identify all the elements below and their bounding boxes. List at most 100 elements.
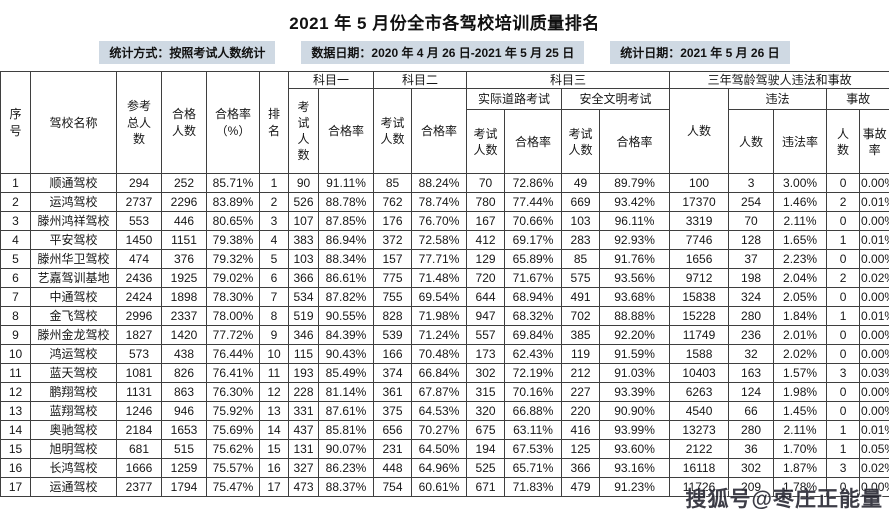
data-date-label: 数据日期：2020 年 4 月 26 日-2021 年 5 月 25 日 <box>301 41 584 64</box>
s3-road-exam-count-cell: 412 <box>467 231 505 250</box>
s3-civil-pass-rate-cell: 96.11% <box>600 212 670 231</box>
total-examinees-cell: 1827 <box>117 326 162 345</box>
rank-cell: 6 <box>260 269 289 288</box>
s1-exam-count-cell: 131 <box>289 440 319 459</box>
s1-exam-count-cell: 346 <box>289 326 319 345</box>
s2-pass-rate-cell: 72.58% <box>412 231 467 250</box>
s1-exam-count-cell: 473 <box>289 478 319 497</box>
total-examinees-cell: 2996 <box>117 307 162 326</box>
s3-road-pass-rate-cell: 68.94% <box>505 288 562 307</box>
violation-count-cell: 254 <box>729 193 774 212</box>
rank-cell: 11 <box>260 364 289 383</box>
school-name-cell: 旭明驾校 <box>31 440 117 459</box>
col-header-s3-road-exam-count: 考试 人数 <box>467 110 505 174</box>
s1-exam-count-cell: 228 <box>289 383 319 402</box>
three-year-driver-count-cell: 13273 <box>670 421 729 440</box>
s1-pass-rate-cell: 88.34% <box>319 250 374 269</box>
s3-civil-pass-rate-cell: 91.03% <box>600 364 670 383</box>
school-name-cell: 鹏翔驾校 <box>31 383 117 402</box>
s1-exam-count-cell: 115 <box>289 345 319 364</box>
s2-pass-rate-cell: 78.74% <box>412 193 467 212</box>
total-examinees-cell: 2436 <box>117 269 162 288</box>
school-name-cell: 顺通驾校 <box>31 174 117 193</box>
s3-road-pass-rate-cell: 77.44% <box>505 193 562 212</box>
three-year-driver-count-cell: 10403 <box>670 364 729 383</box>
violation-rate-cell: 3.00% <box>774 174 827 193</box>
s3-road-pass-rate-cell: 66.88% <box>505 402 562 421</box>
s3-road-pass-rate-cell: 68.32% <box>505 307 562 326</box>
serial-cell: 15 <box>1 440 31 459</box>
accident-rate-cell: 0.05% <box>860 440 889 459</box>
violation-count-cell: 37 <box>729 250 774 269</box>
accident-count-cell: 0 <box>827 383 860 402</box>
s2-pass-rate-cell: 70.27% <box>412 421 467 440</box>
s1-exam-count-cell: 327 <box>289 459 319 478</box>
accident-rate-cell: 0.00% <box>860 478 889 497</box>
accident-rate-cell: 0.00% <box>860 383 889 402</box>
s2-pass-rate-cell: 76.70% <box>412 212 467 231</box>
s1-exam-count-cell: 437 <box>289 421 319 440</box>
s1-pass-rate-cell: 90.55% <box>319 307 374 326</box>
accident-rate-cell: 0.00% <box>860 174 889 193</box>
pass-rate-cell: 79.38% <box>207 231 260 250</box>
violation-rate-cell: 1.84% <box>774 307 827 326</box>
s3-civil-exam-count-cell: 220 <box>562 402 600 421</box>
school-name-cell: 奥驰驾校 <box>31 421 117 440</box>
rank-cell: 1 <box>260 174 289 193</box>
col-header-s3-civil-exam-count: 考试 人数 <box>562 110 600 174</box>
rank-cell: 10 <box>260 345 289 364</box>
accident-rate-cell: 0.00% <box>860 212 889 231</box>
s3-civil-pass-rate-cell: 92.20% <box>600 326 670 345</box>
s3-road-pass-rate-cell: 72.86% <box>505 174 562 193</box>
s1-pass-rate-cell: 90.43% <box>319 345 374 364</box>
violation-rate-cell: 2.04% <box>774 269 827 288</box>
s2-exam-count-cell: 176 <box>374 212 412 231</box>
s3-road-pass-rate-cell: 62.43% <box>505 345 562 364</box>
pass-rate-cell: 76.44% <box>207 345 260 364</box>
total-examinees-cell: 294 <box>117 174 162 193</box>
violation-count-cell: 66 <box>729 402 774 421</box>
violation-rate-cell: 1.70% <box>774 440 827 459</box>
total-examinees-cell: 681 <box>117 440 162 459</box>
s2-exam-count-cell: 231 <box>374 440 412 459</box>
three-year-driver-count-cell: 15838 <box>670 288 729 307</box>
s3-civil-exam-count-cell: 103 <box>562 212 600 231</box>
total-examinees-cell: 2737 <box>117 193 162 212</box>
col-header-passed-count: 合格 人数 <box>162 72 207 174</box>
s1-pass-rate-cell: 86.61% <box>319 269 374 288</box>
s2-exam-count-cell: 375 <box>374 402 412 421</box>
passed-count-cell: 438 <box>162 345 207 364</box>
violation-rate-cell: 2.05% <box>774 288 827 307</box>
violation-count-cell: 3 <box>729 174 774 193</box>
s1-exam-count-cell: 103 <box>289 250 319 269</box>
serial-cell: 5 <box>1 250 31 269</box>
s3-road-exam-count-cell: 525 <box>467 459 505 478</box>
s1-exam-count-cell: 383 <box>289 231 319 250</box>
serial-cell: 1 <box>1 174 31 193</box>
accident-rate-cell: 0.00% <box>860 402 889 421</box>
violation-count-cell: 70 <box>729 212 774 231</box>
s1-exam-count-cell: 366 <box>289 269 319 288</box>
s3-civil-exam-count-cell: 227 <box>562 383 600 402</box>
pass-rate-cell: 78.00% <box>207 307 260 326</box>
s3-civil-exam-count-cell: 85 <box>562 250 600 269</box>
s2-pass-rate-cell: 77.71% <box>412 250 467 269</box>
s2-pass-rate-cell: 71.98% <box>412 307 467 326</box>
accident-rate-cell: 0.02% <box>860 269 889 288</box>
s2-exam-count-cell: 775 <box>374 269 412 288</box>
accident-count-cell: 0 <box>827 345 860 364</box>
three-year-driver-count-cell: 15228 <box>670 307 729 326</box>
s1-exam-count-cell: 331 <box>289 402 319 421</box>
s2-exam-count-cell: 539 <box>374 326 412 345</box>
violation-count-cell: 302 <box>729 459 774 478</box>
total-examinees-cell: 2424 <box>117 288 162 307</box>
